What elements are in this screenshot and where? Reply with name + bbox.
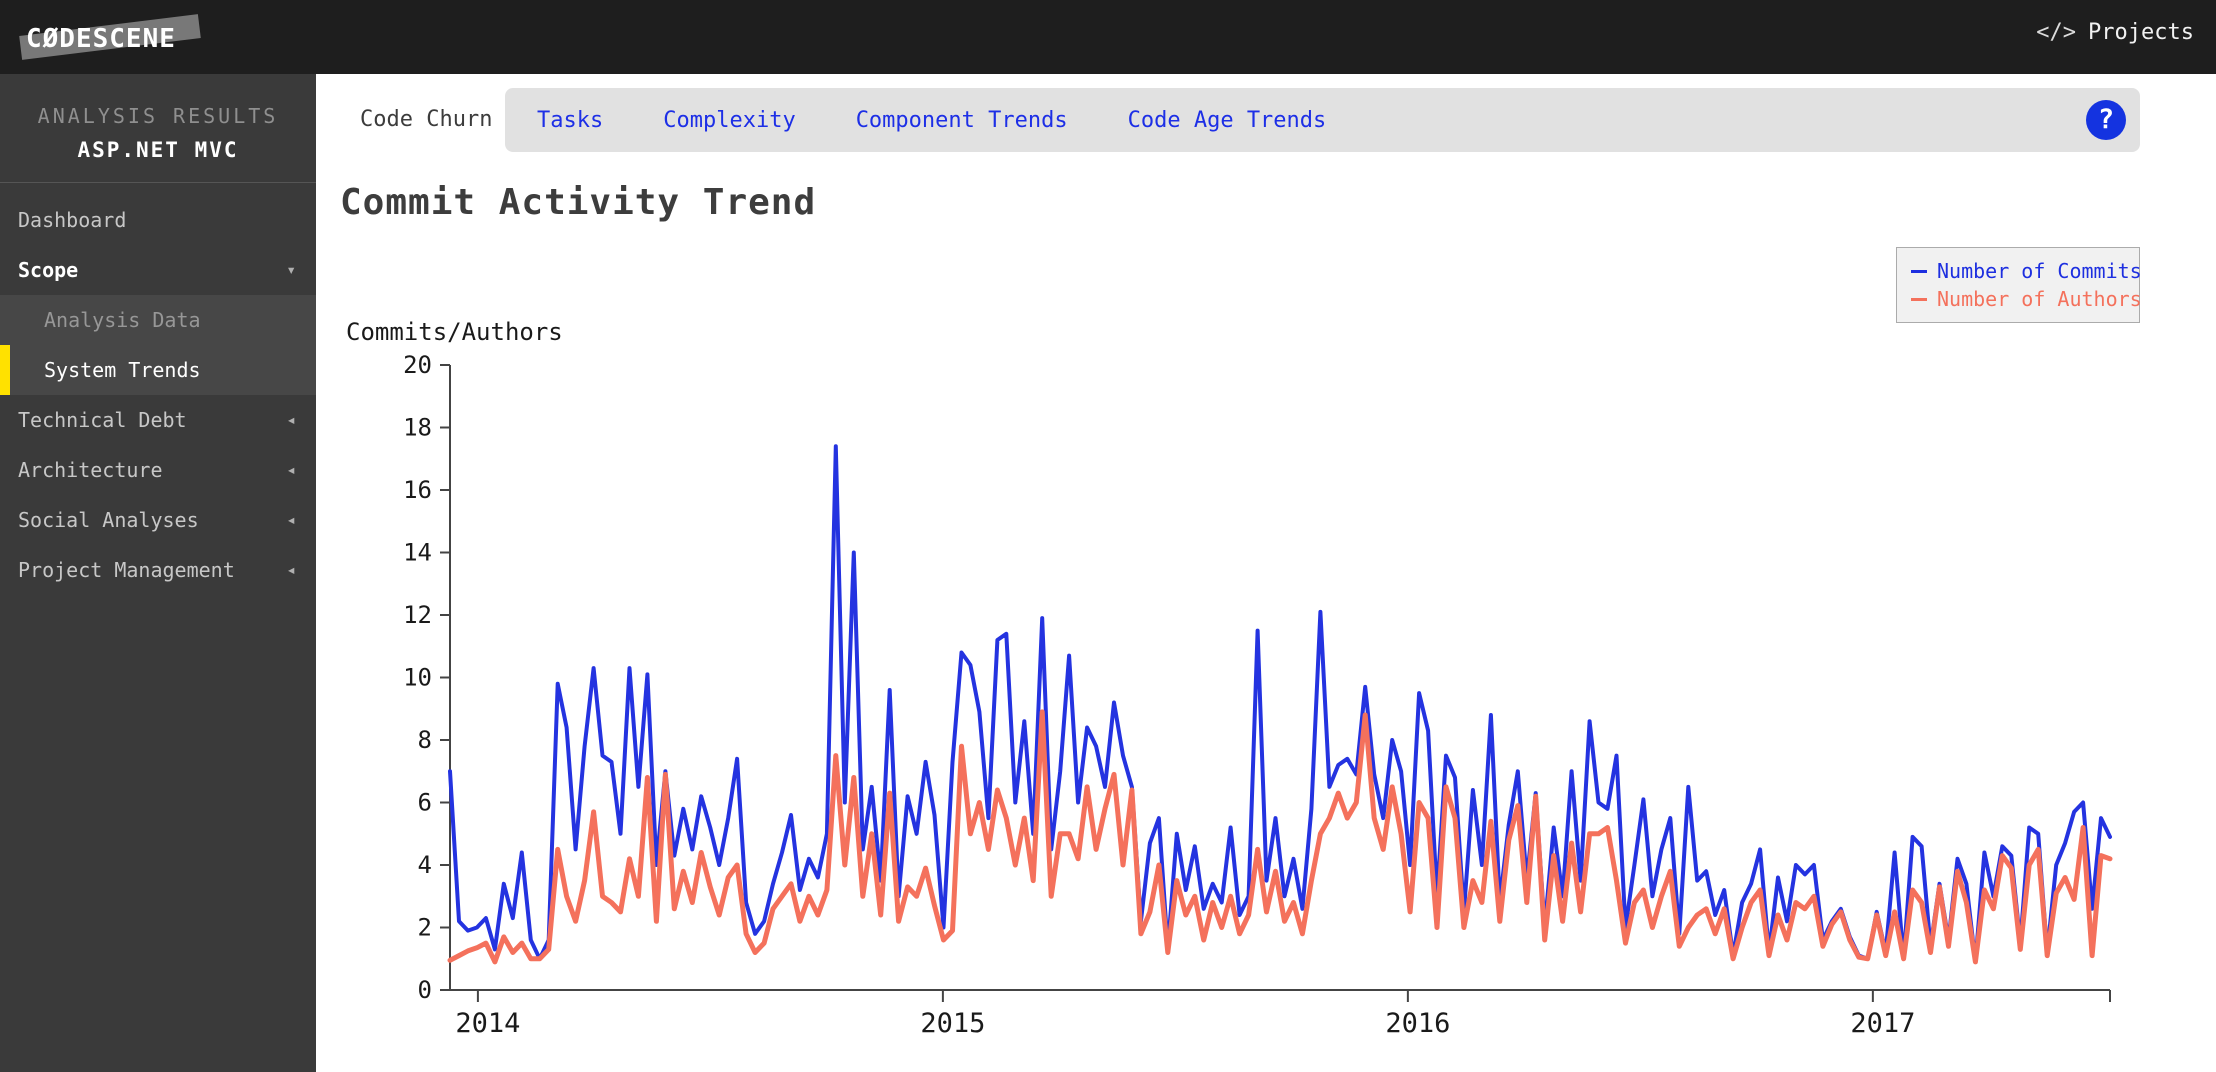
sidebar-item-label: Social Analyses bbox=[18, 508, 199, 532]
commits-line-swatch bbox=[1911, 269, 1927, 273]
authors-line-swatch bbox=[1911, 297, 1927, 301]
chevron-down-icon: ▾ bbox=[286, 260, 296, 279]
sidebar-item-label: Technical Debt bbox=[18, 408, 187, 432]
sidebar-item-label: Scope bbox=[18, 258, 79, 282]
codescene-logo[interactable]: CØDESCENE bbox=[19, 14, 216, 60]
sidebar: ANALYSIS RESULTS ASP.NET MVC Dashboard S… bbox=[0, 74, 316, 1072]
scope-submenu: Analysis Data System Trends bbox=[0, 295, 316, 395]
sidebar-item-analysis-data[interactable]: Analysis Data bbox=[0, 295, 316, 345]
chevron-left-icon: ◂ bbox=[286, 510, 296, 529]
tab-tasks[interactable]: Tasks bbox=[537, 107, 604, 133]
tab-component-trends[interactable]: Component Trends bbox=[855, 107, 1068, 133]
code-brackets-icon: </> bbox=[2036, 20, 2077, 45]
active-item-marker bbox=[0, 345, 10, 395]
legend-entry-authors: Number of Authors bbox=[1911, 285, 2142, 313]
sidebar-item-dashboard[interactable]: Dashboard bbox=[0, 195, 316, 245]
tab-bar: Tasks Complexity Component Trends Code A… bbox=[505, 88, 2140, 152]
top-navigation-bar: CØDESCENE </> Projects bbox=[0, 0, 2216, 74]
y-axis-label: Commits/Authors bbox=[346, 318, 563, 346]
legend-label: Number of Commits bbox=[1937, 259, 2142, 283]
sidebar-item-label: Analysis Data bbox=[44, 308, 201, 332]
sidebar-item-label: Dashboard bbox=[18, 208, 127, 232]
sidebar-item-architecture[interactable]: Architecture ◂ bbox=[0, 445, 316, 495]
projects-link[interactable]: </> Projects bbox=[2036, 20, 2194, 45]
sidebar-item-scope[interactable]: Scope ▾ bbox=[0, 245, 316, 295]
logo-text: CØDESCENE bbox=[26, 24, 176, 54]
tab-complexity[interactable]: Complexity bbox=[663, 107, 796, 133]
sidebar-item-project-management[interactable]: Project Management ◂ bbox=[0, 545, 316, 595]
sidebar-item-label: Project Management bbox=[18, 558, 235, 582]
chart-legend: Number of Commits Number of Authors bbox=[1896, 247, 2142, 323]
help-icon[interactable]: ? bbox=[2086, 100, 2126, 140]
chevron-left-icon: ◂ bbox=[286, 460, 296, 479]
sidebar-item-label: System Trends bbox=[44, 358, 201, 382]
tab-code-age-trends[interactable]: Code Age Trends bbox=[1127, 107, 1327, 133]
project-name: ASP.NET MVC bbox=[77, 138, 239, 162]
chevron-left-icon: ◂ bbox=[286, 560, 296, 579]
page-title: Commit Activity Trend bbox=[340, 182, 817, 223]
projects-link-label: Projects bbox=[2088, 20, 2194, 45]
sidebar-item-technical-debt[interactable]: Technical Debt ◂ bbox=[0, 395, 316, 445]
main-content: Code Churn Tasks Complexity Component Tr… bbox=[316, 74, 2216, 1072]
sidebar-item-system-trends[interactable]: System Trends bbox=[0, 345, 316, 395]
sidebar-item-social-analyses[interactable]: Social Analyses ◂ bbox=[0, 495, 316, 545]
legend-label: Number of Authors bbox=[1937, 287, 2142, 311]
legend-entry-commits: Number of Commits bbox=[1911, 257, 2142, 285]
sidebar-item-label: Architecture bbox=[18, 458, 163, 482]
analysis-results-label: ANALYSIS RESULTS bbox=[37, 104, 279, 128]
sidebar-header: ANALYSIS RESULTS ASP.NET MVC bbox=[0, 74, 316, 183]
tab-code-churn[interactable]: Code Churn bbox=[360, 107, 493, 132]
chevron-left-icon: ◂ bbox=[286, 410, 296, 429]
